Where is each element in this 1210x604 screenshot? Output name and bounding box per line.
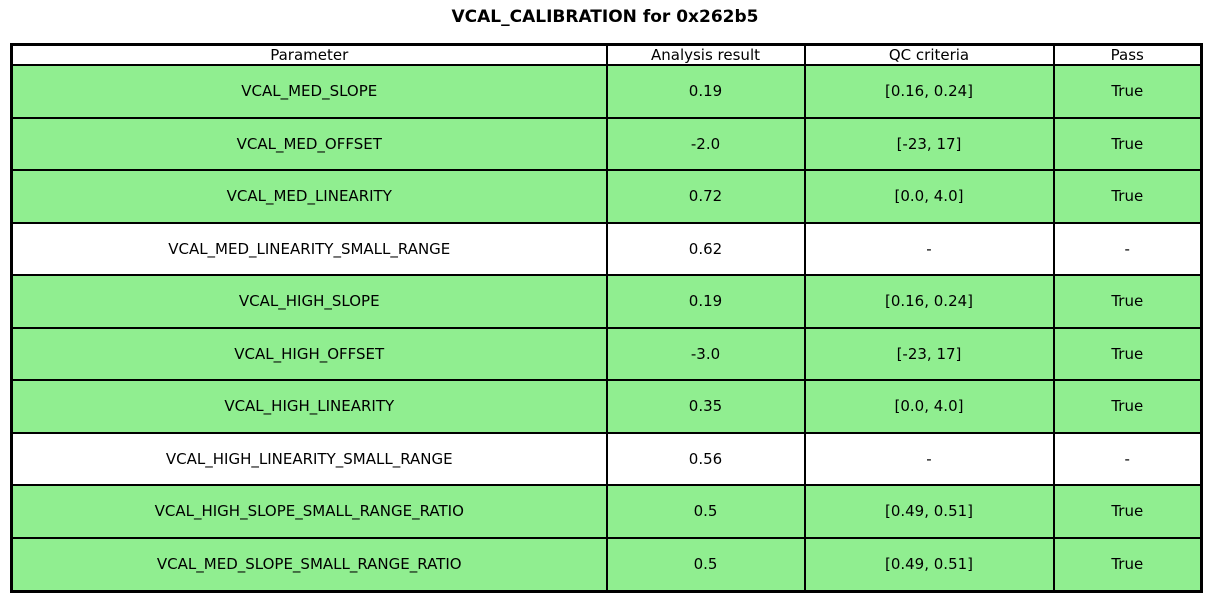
table-cell-pass: True — [1052, 379, 1203, 434]
column-header-pass: Pass — [1052, 43, 1203, 66]
table-cell-analysis-result: 0.5 — [605, 484, 806, 539]
table-cell-parameter: VCAL_MED_SLOPE_SMALL_RANGE_RATIO — [10, 536, 608, 593]
column-header-qc-criteria: QC criteria — [803, 43, 1055, 66]
table-cell-analysis-result: 0.35 — [605, 379, 806, 434]
table-row: VCAL_MED_SLOPE_SMALL_RANGE_RATIO 0.5 [0.49… — [10, 536, 1203, 593]
table-cell-qc-criteria: [0.49, 0.51] — [803, 484, 1055, 539]
table-cell-pass: True — [1052, 274, 1203, 329]
table-cell-parameter: VCAL_MED_OFFSET — [10, 116, 608, 172]
table-cell-analysis-result: 0.72 — [605, 169, 806, 224]
table-cell-pass: - — [1052, 221, 1203, 277]
table-row: VCAL_MED_LINEARITY 0.72 [0.0, 4.0] True — [10, 169, 1203, 224]
table-cell-analysis-result: 0.62 — [605, 221, 806, 277]
column-header-parameter: Parameter — [10, 43, 608, 66]
table-cell-analysis-result: -3.0 — [605, 326, 806, 382]
table-row: VCAL_HIGH_SLOPE 0.19 [0.16, 0.24] True — [10, 274, 1203, 329]
table-cell-parameter: VCAL_MED_SLOPE — [10, 64, 608, 119]
table-cell-qc-criteria: [0.49, 0.51] — [803, 536, 1055, 593]
table-cell-qc-criteria: - — [803, 431, 1055, 487]
table-cell-parameter: VCAL_HIGH_OFFSET — [10, 326, 608, 382]
table-header: Parameter Analysis result QC criteria Pa… — [10, 43, 1203, 66]
table-row: VCAL_HIGH_SLOPE_SMALL_RANGE_RATIO 0.5 [0.4… — [10, 484, 1203, 539]
table-cell-qc-criteria: [0.0, 4.0] — [803, 379, 1055, 434]
table-row: VCAL_MED_OFFSET -2.0 [-23, 17] True — [10, 116, 1203, 172]
table-row: VCAL_HIGH_LINEARITY_SMALL_RANGE 0.56- - — [10, 431, 1203, 487]
table-cell-qc-criteria: [0.16, 0.24] — [803, 274, 1055, 329]
table-cell-analysis-result: 0.5 — [605, 536, 806, 593]
table-cell-pass: True — [1052, 536, 1203, 593]
table-cell-parameter: VCAL_HIGH_SLOPE — [10, 274, 608, 329]
table-cell-pass: - — [1052, 431, 1203, 487]
table-cell-analysis-result: 0.19 — [605, 64, 806, 119]
table-cell-pass: True — [1052, 116, 1203, 172]
table-row: VCAL_HIGH_OFFSET -3.0 [-23, 17] True — [10, 326, 1203, 382]
table-row: VCAL_MED_LINEARITY_SMALL_RANGE 0.62- - — [10, 221, 1203, 277]
table-cell-analysis-result: -2.0 — [605, 116, 806, 172]
table-cell-pass: True — [1052, 326, 1203, 382]
table-cell-qc-criteria: [0.16, 0.24] — [803, 64, 1055, 119]
table-cell-parameter: VCAL_MED_LINEARITY_SMALL_RANGE — [10, 221, 608, 277]
table-cell-analysis-result: 0.19 — [605, 274, 806, 329]
table-cell-qc-criteria: [0.0, 4.0] — [803, 169, 1055, 224]
table-cell-analysis-result: 0.56 — [605, 431, 806, 487]
table-cell-qc-criteria: [-23, 17] — [803, 326, 1055, 382]
table-cell-qc-criteria: [-23, 17] — [803, 116, 1055, 172]
table-body: VCAL_MED_SLOPE 0.19 [0.16, 0.24] True VCAL_M… — [10, 64, 1203, 593]
table-cell-pass: True — [1052, 169, 1203, 224]
table-row: VCAL_MED_SLOPE 0.19 [0.16, 0.24] True — [10, 64, 1203, 119]
column-header-analysis-result: Analysis result — [605, 43, 806, 66]
table-cell-qc-criteria: - — [803, 221, 1055, 277]
table-cell-parameter: VCAL_HIGH_LINEARITY_SMALL_RANGE — [10, 431, 608, 487]
table-cell-pass: True — [1052, 484, 1203, 539]
table-header-row: Parameter Analysis result QC criteria Pa… — [10, 43, 1203, 66]
page-title: VCAL_CALIBRATION for 0x262b5 — [451, 7, 759, 27]
table-cell-pass: True — [1052, 64, 1203, 119]
table-cell-parameter: VCAL_HIGH_SLOPE_SMALL_RANGE_RATIO — [10, 484, 608, 539]
table-cell-parameter: VCAL_HIGH_LINEARITY — [10, 379, 608, 434]
table-row: VCAL_HIGH_LINEARITY 0.35 [0.0, 4.0] True — [10, 379, 1203, 434]
table-cell-parameter: VCAL_MED_LINEARITY — [10, 169, 608, 224]
qc-table: Parameter Analysis result QC criteria Pa… — [10, 43, 1203, 593]
